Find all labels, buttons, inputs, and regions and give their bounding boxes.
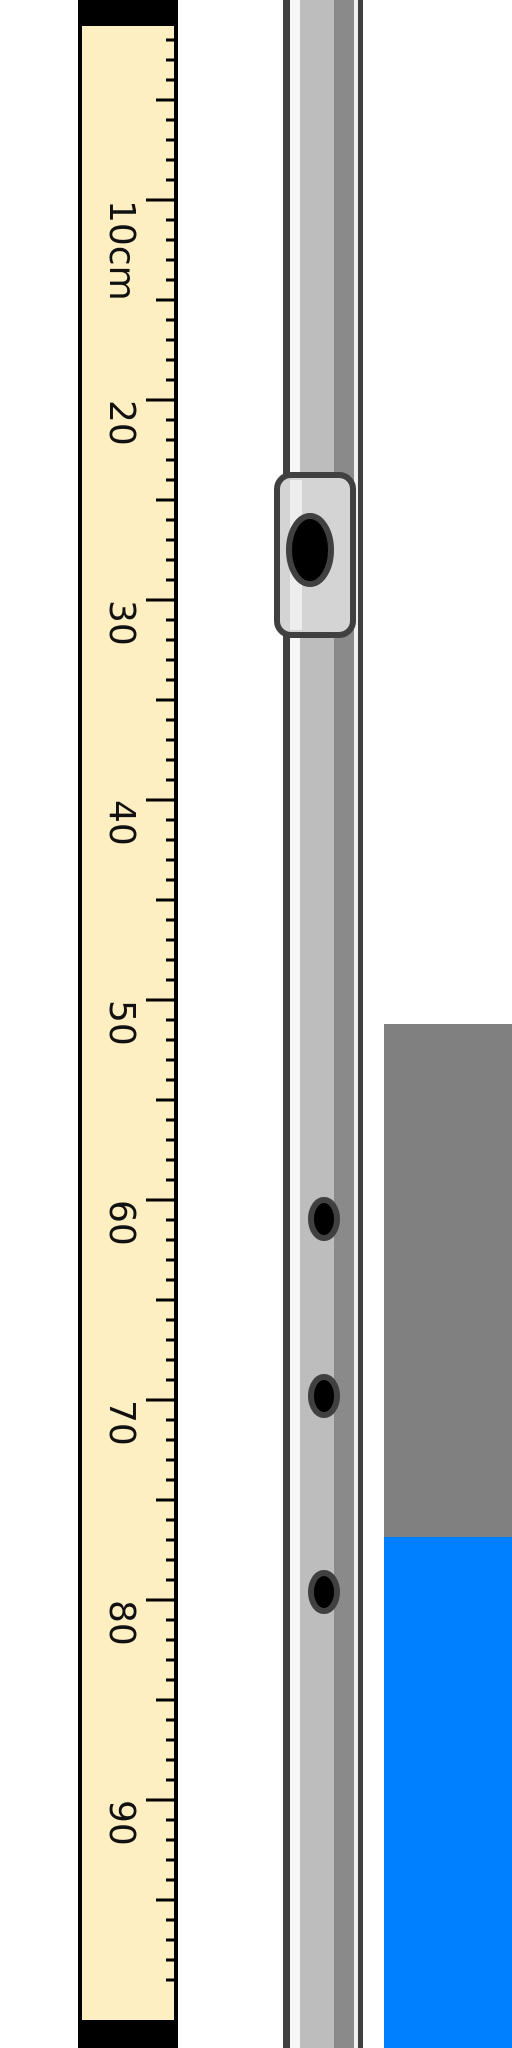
tube-inner-core xyxy=(300,0,334,2048)
meter-stick-bottom-cap xyxy=(78,2020,178,2048)
tube-inner-right-shade xyxy=(334,0,354,2048)
tube-hole-1 xyxy=(308,1197,340,1241)
tube-hole-2 xyxy=(308,1374,340,1418)
meter-stick: 10cm 20 30 40 50 60 70 80 90 xyxy=(78,0,178,2048)
tick-label-60: 60 xyxy=(101,1200,142,1246)
clamp-knob[interactable] xyxy=(286,513,334,587)
tick-label-70: 70 xyxy=(101,1400,142,1446)
tube-inner-right-edge xyxy=(354,0,358,2048)
tick-label-90: 90 xyxy=(101,1800,142,1846)
glass-tube xyxy=(283,0,363,2048)
tick-label-40: 40 xyxy=(101,800,142,846)
tube-clamp[interactable] xyxy=(274,472,356,638)
unit-label: 10cm xyxy=(101,200,142,301)
tick-label-50: 50 xyxy=(101,1000,142,1046)
tick-label-30: 30 xyxy=(101,600,142,646)
meter-stick-top-cap xyxy=(78,0,178,26)
meter-stick-ticks xyxy=(146,18,176,1982)
air-column xyxy=(384,1024,512,1537)
meter-stick-labels: 10cm 20 30 40 50 60 70 80 90 xyxy=(101,200,142,1846)
meter-stick-body xyxy=(78,0,178,2048)
tube-hole-3 xyxy=(308,1570,340,1614)
tube-inner-left-highlight xyxy=(290,0,300,2048)
tick-label-80: 80 xyxy=(101,1600,142,1646)
water-level[interactable] xyxy=(384,1537,512,2048)
water-column xyxy=(384,1024,512,2048)
tick-label-20: 20 xyxy=(101,400,142,446)
tube-holes xyxy=(308,1197,340,1614)
